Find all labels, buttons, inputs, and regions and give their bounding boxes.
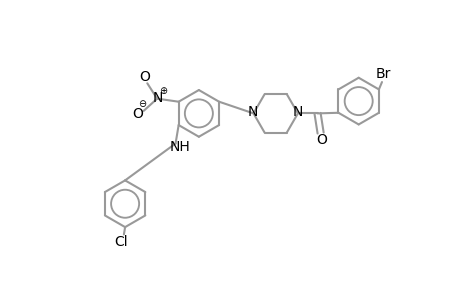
Text: Br: Br [375, 67, 390, 81]
Text: Cl: Cl [114, 236, 128, 250]
Text: O: O [139, 70, 150, 84]
Text: N: N [152, 91, 162, 105]
Text: ⊖: ⊖ [137, 99, 146, 109]
Text: N: N [292, 106, 303, 119]
Text: ⊕: ⊕ [159, 86, 167, 96]
Text: O: O [132, 107, 143, 121]
Text: N: N [247, 106, 258, 119]
Text: NH: NH [169, 140, 190, 154]
Text: O: O [316, 134, 327, 147]
